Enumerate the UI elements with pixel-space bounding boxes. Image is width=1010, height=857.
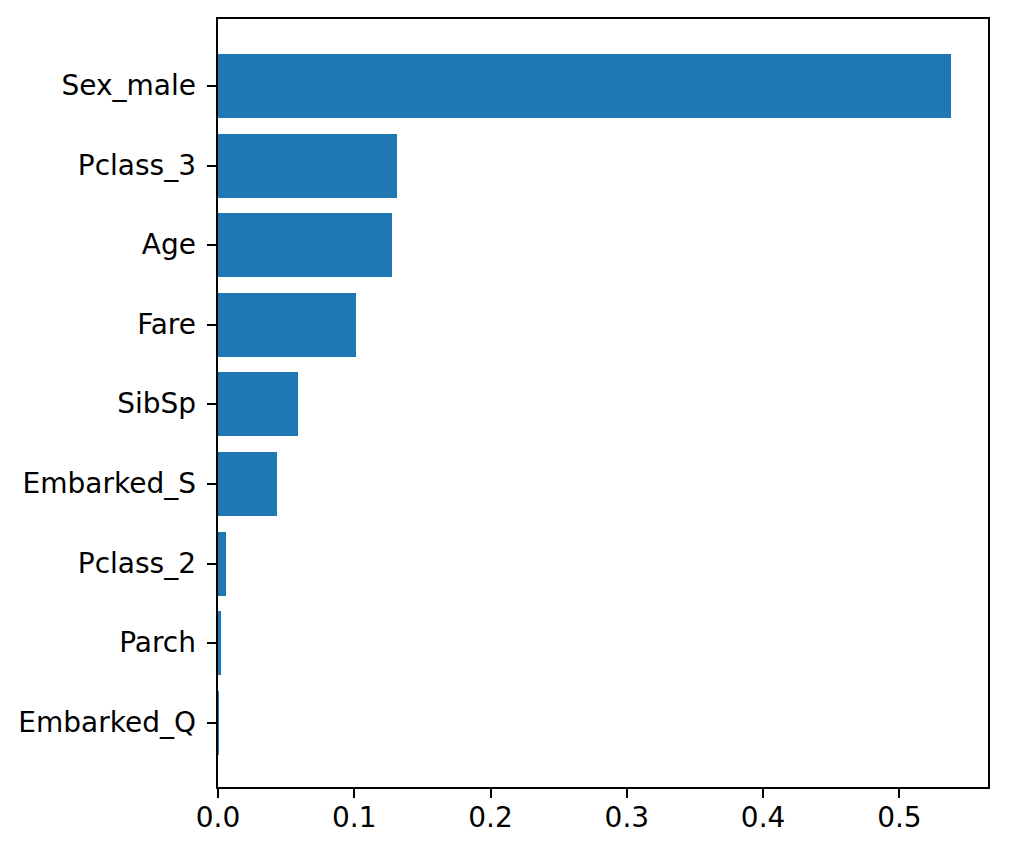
x-tick-label: 0.5 <box>839 801 959 835</box>
y-tick-label: Fare <box>0 308 196 342</box>
x-tick-label: 0.0 <box>158 801 278 835</box>
bar-pclass_2 <box>218 532 226 596</box>
plot-area <box>216 17 990 789</box>
bar-parch <box>218 611 221 675</box>
y-tick-label: Pclass_2 <box>0 547 196 581</box>
y-tick-label: Pclass_3 <box>0 149 196 183</box>
bar-embarked_s <box>218 452 277 516</box>
y-tick-mark <box>207 244 216 246</box>
x-tick-label: 0.2 <box>431 801 551 835</box>
feature-importance-chart: Sex_male Pclass_3 Age Fare SibSp Embarked_S Pc… <box>0 0 1010 857</box>
bar-sibsp <box>218 372 298 436</box>
x-tick-label: 0.4 <box>703 801 823 835</box>
y-tick-mark <box>207 722 216 724</box>
x-tick-label: 0.3 <box>567 801 687 835</box>
y-tick-label: Parch <box>0 626 196 660</box>
x-tick-mark <box>217 789 219 798</box>
y-tick-label: Sex_male <box>0 69 196 103</box>
bar-fare <box>218 293 356 357</box>
y-tick-mark <box>207 642 216 644</box>
y-tick-mark <box>207 85 216 87</box>
y-tick-mark <box>207 403 216 405</box>
y-tick-mark <box>207 563 216 565</box>
x-tick-mark <box>762 789 764 798</box>
y-tick-label: Embarked_Q <box>0 706 196 740</box>
y-tick-label: Age <box>0 228 196 262</box>
x-tick-label: 0.1 <box>294 801 414 835</box>
y-tick-mark <box>207 324 216 326</box>
y-tick-mark <box>207 165 216 167</box>
bar-age <box>218 213 392 277</box>
x-tick-mark <box>898 789 900 798</box>
x-tick-mark <box>626 789 628 798</box>
bar-pclass_3 <box>218 134 397 198</box>
y-tick-label: SibSp <box>0 387 196 421</box>
x-tick-mark <box>490 789 492 798</box>
y-tick-mark <box>207 483 216 485</box>
bar-sex_male <box>218 54 951 118</box>
x-tick-mark <box>353 789 355 798</box>
y-tick-label: Embarked_S <box>0 467 196 501</box>
